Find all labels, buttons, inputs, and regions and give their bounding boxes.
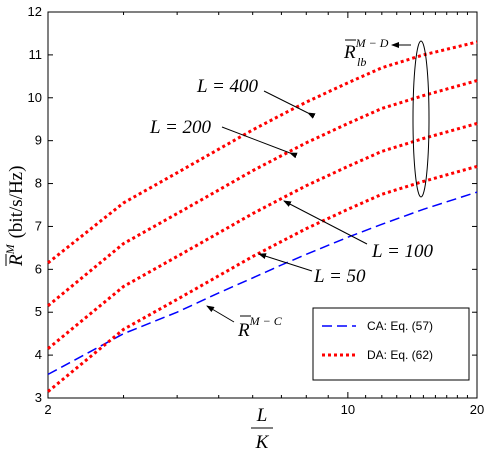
y-axis-label-unit: (bit/s/Hz) (6, 166, 27, 239)
y-axis-ticks: 3 4 5 6 7 8 9 10 11 12 (28, 4, 477, 405)
annotation-L200: L = 200 (149, 117, 212, 138)
legend-label-ca: CA: Eq. (57) (367, 319, 433, 333)
x-axis-ticks: 2 10 20 (44, 12, 484, 417)
annotation-L50: L = 50 (313, 266, 366, 287)
annotation-RMC-symbol: R (237, 320, 250, 341)
x-axis-label: L K (251, 405, 273, 453)
y-axis-label: RM (bit/s/Hz) (3, 166, 27, 267)
series-line-da-4 (47, 40, 478, 265)
annotation-RMC: RM − C (237, 314, 283, 341)
arrow-L400 (263, 90, 316, 119)
legend-box (312, 307, 470, 381)
annotation-L100: L = 100 (371, 241, 434, 262)
series-line-da-3 (47, 79, 478, 307)
y-tick-label: 7 (35, 218, 42, 233)
y-axis-label-symbol: R (6, 254, 27, 267)
arrow-L50 (258, 253, 313, 272)
annotation-RMC-sup: M − C (249, 314, 283, 328)
bracket-ellipse (412, 40, 430, 198)
annotation-RMD: RM − D lb (343, 36, 389, 69)
svg-text:RM − D: RM − D (343, 36, 389, 63)
y-tick-label: 11 (29, 47, 43, 62)
y-tick-label: 6 (35, 261, 42, 276)
annotation-RMD-sup: M − D (355, 36, 389, 50)
svg-text:RM(bit/s/Hz): RM (bit/s/Hz) (3, 166, 27, 267)
series-lines (47, 40, 478, 393)
x-tick-label: 2 (44, 402, 51, 417)
legend-label-da: DA: Eq. (62) (367, 348, 433, 362)
y-axis-label-sup: M (3, 243, 17, 255)
y-tick-label: 4 (35, 347, 42, 362)
annotation-RMD-symbol: R (343, 42, 356, 63)
legend: CA: Eq. (57) DA: Eq. (62) (312, 307, 470, 381)
arrow-L100 (283, 200, 368, 245)
y-tick-label: 10 (28, 90, 42, 105)
y-tick-label: 5 (35, 304, 42, 319)
series-line-ca (47, 191, 478, 376)
arrow-RMC (206, 305, 235, 323)
svg-text:RM − C: RM − C (237, 314, 283, 341)
y-tick-label: 8 (35, 176, 42, 191)
y-tick-label: 3 (35, 390, 42, 405)
y-tick-label: 9 (35, 133, 42, 148)
plot-frame (47, 11, 478, 399)
series-line-da-1 (47, 164, 478, 393)
x-tick-label: 20 (470, 402, 484, 417)
x-axis-label-num: L (256, 405, 268, 426)
x-tick-label: 10 (341, 402, 355, 417)
series-line-da-2 (47, 122, 478, 350)
annotation-RMD-sub: lb (357, 55, 366, 69)
arrow-L200 (221, 126, 298, 159)
y-tick-label: 12 (28, 4, 42, 19)
x-axis-label-den: K (255, 432, 270, 453)
annotation-L400: L = 400 (196, 76, 259, 97)
